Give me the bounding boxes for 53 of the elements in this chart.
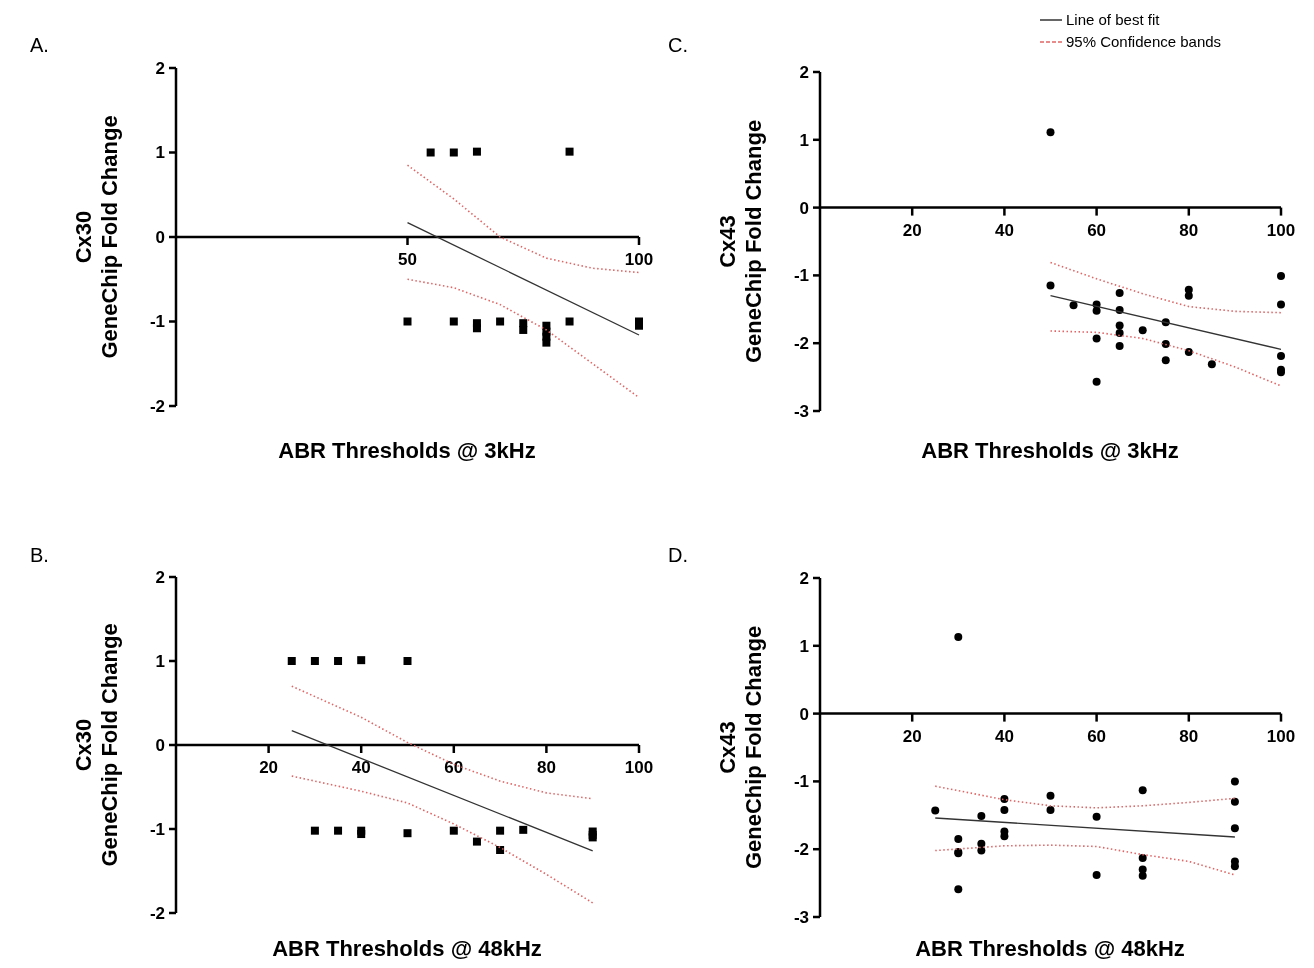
y-tick-label: -1 [149,312,165,332]
x-tick-label: 100 [624,758,654,777]
y-axis-title: Cx43 GeneChip Fold Change [715,625,766,870]
y-tick-label: 1 [799,130,809,150]
y-tick-label: 1 [155,143,165,163]
y-tick-label: -1 [793,266,809,286]
x-tick-label: 80 [1179,220,1199,240]
x-tick-label: 20 [902,220,922,240]
chart-title: B. [30,544,49,566]
x-tick-label: 40 [994,726,1014,746]
y-tick-label: 2 [155,58,165,78]
y-tick-label: -2 [149,396,165,416]
y-tick-label: -3 [793,401,809,421]
y-tick-label: 2 [155,567,165,587]
x-tick-label: 20 [902,726,922,746]
y-tick-label: -1 [793,772,809,792]
y-tick-label: 2 [799,568,809,588]
y-tick-label: 0 [799,704,809,724]
y-tick-label: 0 [155,227,165,247]
chart-title: D. [668,544,688,566]
x-tick-label: 100 [1266,726,1296,746]
y-tick-label: -2 [793,334,809,354]
x-axis-title: ABR Thresholds @ 48kHz [915,936,1185,961]
x-axis-title: ABR Thresholds @ 3kHz [278,438,536,463]
y-tick-label: 1 [799,636,809,656]
y-axis-title: Cx43 GeneChip Fold Change [715,119,766,364]
x-tick-label: 50 [398,250,417,269]
y-tick-label: -2 [149,903,165,923]
x-tick-label: 60 [1087,726,1107,746]
y-tick-label: 0 [155,735,165,755]
y-tick-label: 1 [155,651,165,671]
y-tick-label: 0 [799,198,809,218]
x-tick-label: 40 [994,220,1014,240]
x-tick-label: 100 [1266,220,1296,240]
y-tick-label: -3 [793,907,809,927]
x-tick-label: 40 [351,758,371,777]
x-tick-label: 80 [1179,726,1199,746]
x-tick-label: 100 [624,250,654,269]
y-tick-label: -2 [793,840,809,860]
x-axis-title: ABR Thresholds @ 3kHz [921,438,1179,463]
x-tick-label: 60 [444,758,464,777]
chart-title: A. [30,34,49,56]
y-axis-title: Cx30 GeneChip Fold Change [71,623,122,867]
chart-title: C. [668,34,688,56]
y-tick-label: -1 [149,819,165,839]
legend-label: Line of best fit [1066,11,1161,29]
y-axis-title: Cx30 GeneChip Fold Change [71,115,122,359]
legend-label: 95% Confidence bands [1066,33,1222,51]
x-axis-title: ABR Thresholds @ 48kHz [272,936,542,961]
x-tick-label: 20 [259,758,279,777]
y-tick-label: 2 [799,62,809,82]
x-tick-label: 60 [1087,220,1107,240]
x-tick-label: 80 [536,758,556,777]
